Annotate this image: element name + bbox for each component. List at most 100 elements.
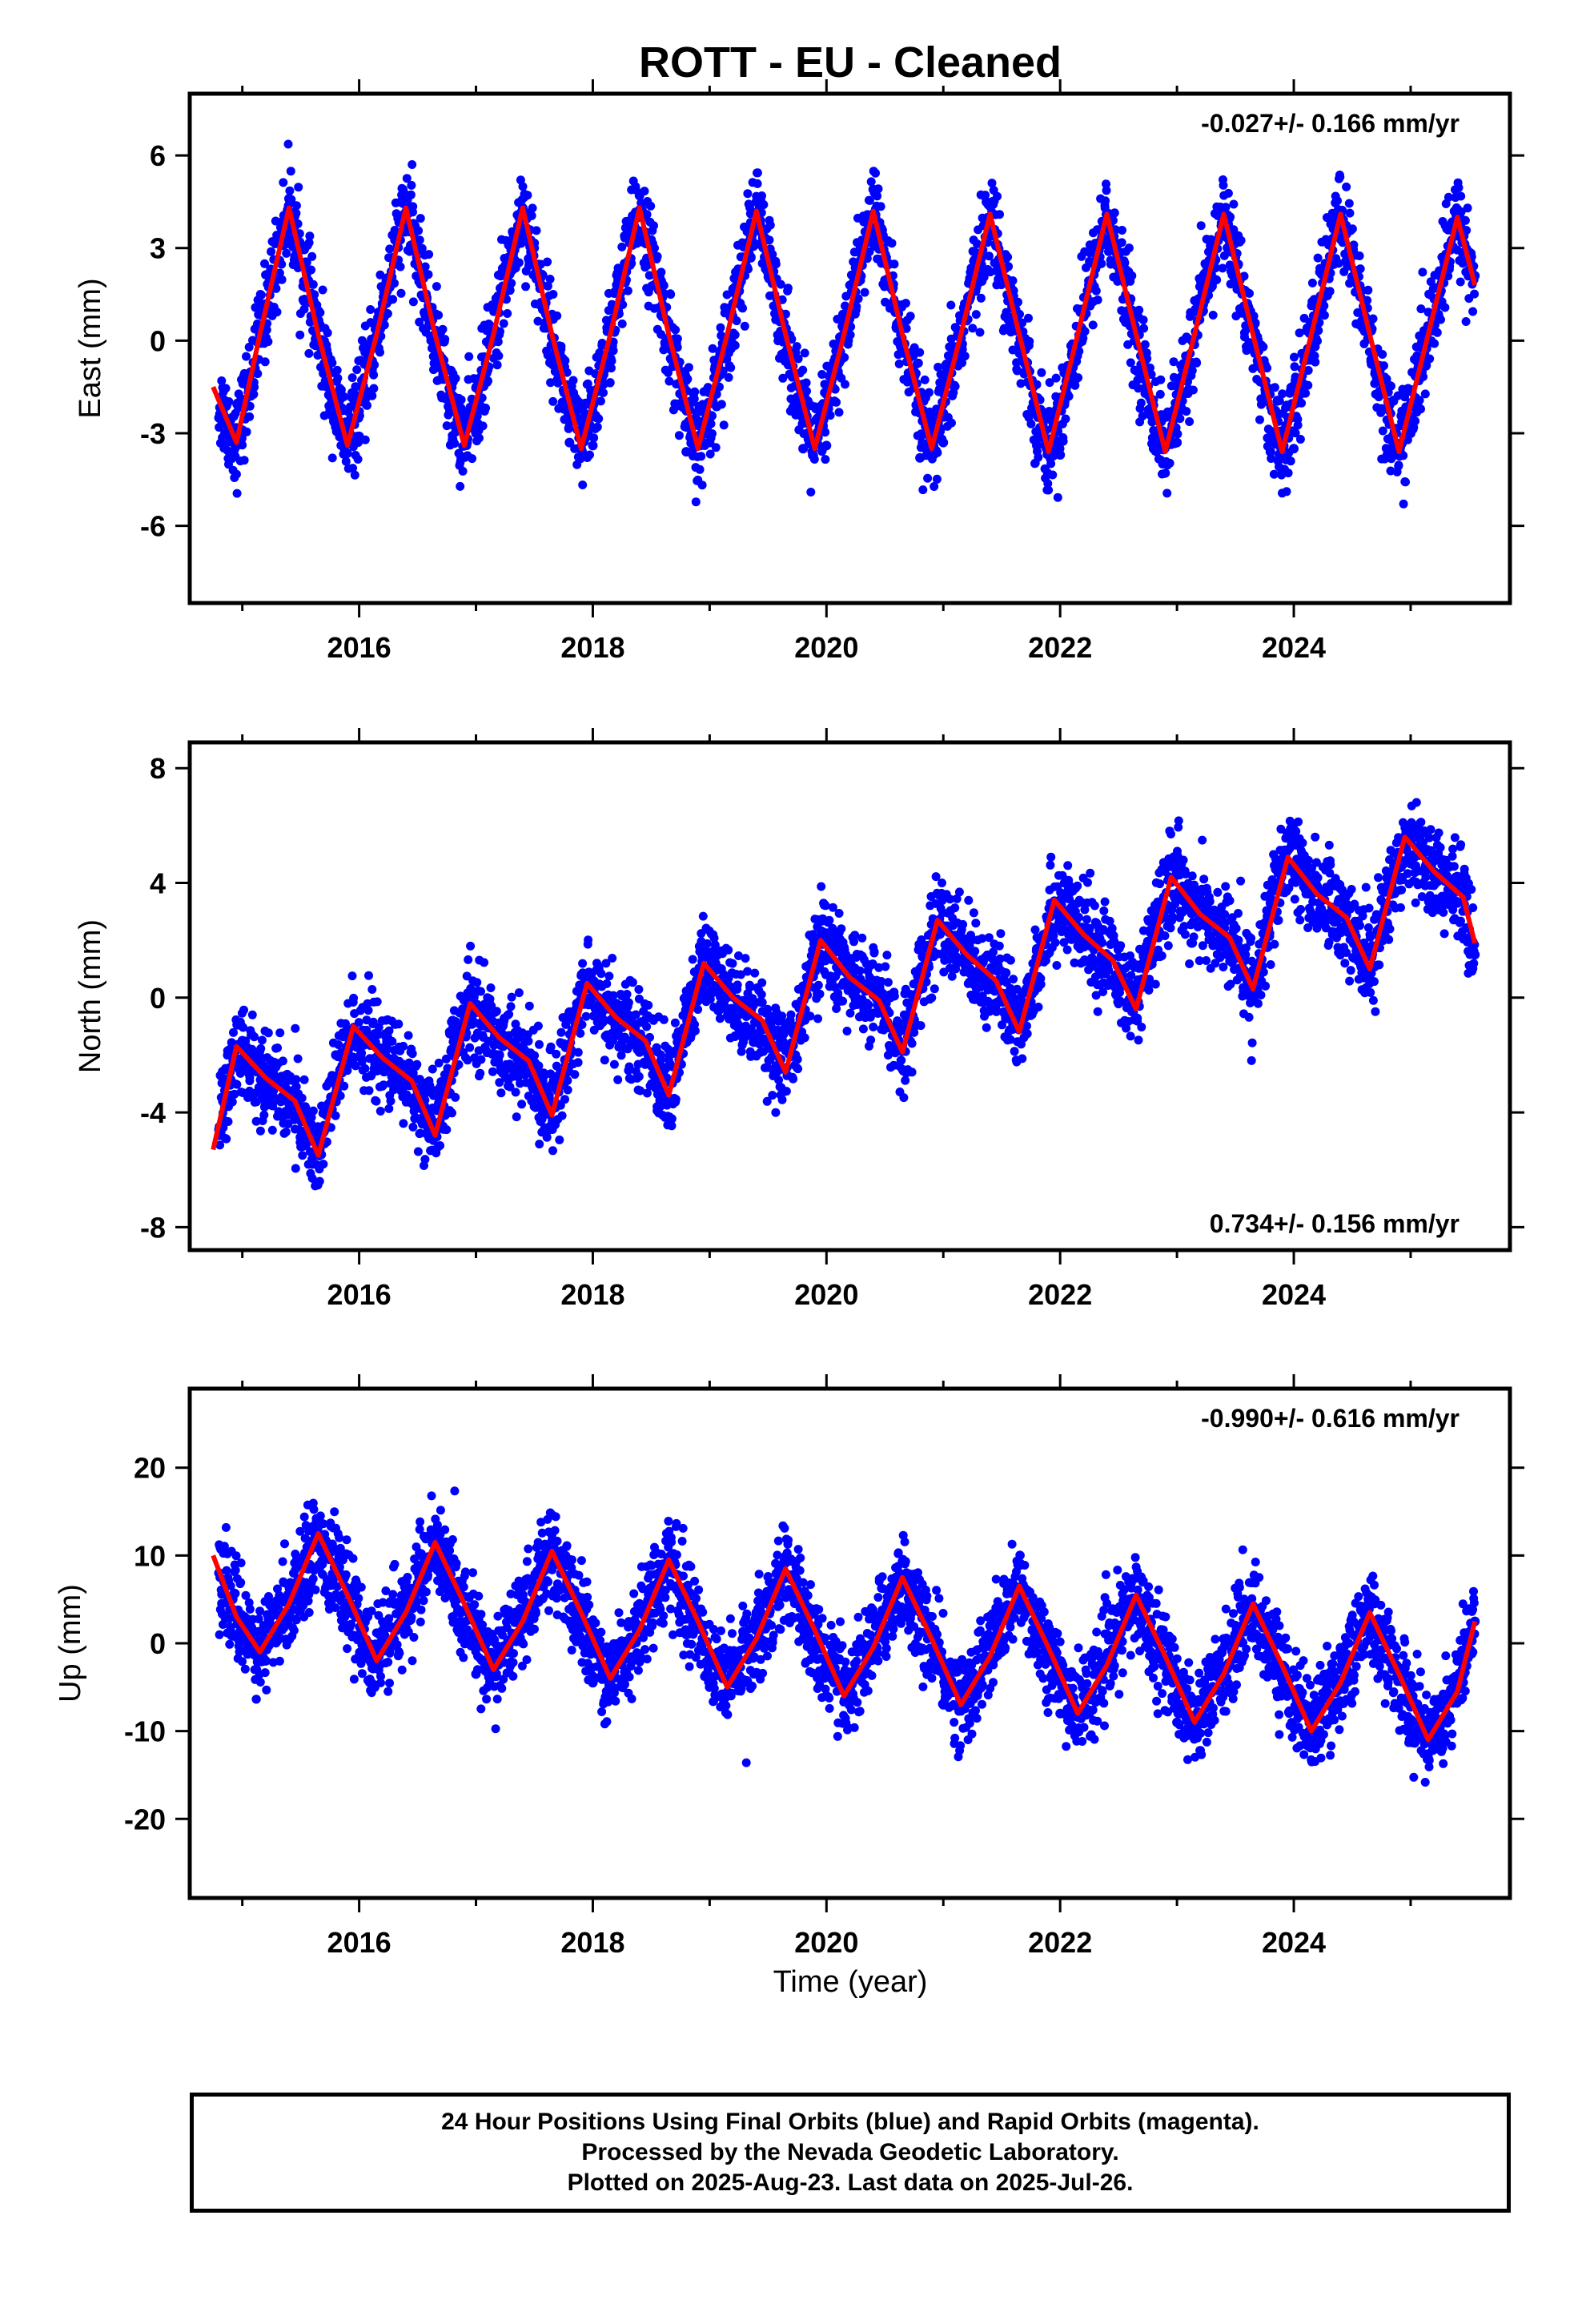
data-point [496,327,504,336]
data-point [894,359,904,368]
data-point [272,308,282,317]
data-point [291,1023,300,1033]
data-point [608,346,618,356]
data-point [366,305,375,314]
data-point [408,297,418,307]
x-tick-label: 2024 [1262,631,1326,664]
data-point [1155,389,1165,399]
y-tick-label: -6 [140,510,166,543]
data-point [622,990,632,999]
data-point [1208,311,1218,320]
data-point [938,434,947,444]
data-point [533,316,543,326]
data-point [1342,182,1351,191]
data-point [299,1075,309,1084]
data-point [363,400,371,410]
data-point [379,320,389,330]
data-point [1425,354,1435,364]
data-point [705,449,715,459]
data-point [476,987,485,996]
data-point [604,971,614,981]
data-point [1456,191,1466,201]
data-point [1386,466,1395,476]
data-point [420,1155,430,1164]
data-point [523,191,532,200]
data-point [1463,203,1472,213]
data-point [360,435,370,444]
data-point [1378,350,1387,359]
data-point [432,282,441,292]
data-point [388,295,398,304]
data-point [689,394,699,404]
data-point [375,1107,385,1116]
data-point [368,1017,378,1027]
data-point [257,1035,267,1045]
data-point [232,489,242,498]
data-point [600,1055,609,1065]
data-point [578,959,588,968]
data-point [260,357,270,367]
data-point [659,281,669,290]
data-point [564,437,575,448]
data-point [1110,208,1119,218]
data-point [485,995,495,1003]
data-point [239,456,249,465]
data-point [307,251,317,261]
y-tick-label: 6 [150,139,166,172]
data-point [841,380,849,389]
data-point [514,258,524,267]
data-point [1394,460,1403,470]
data-point [1048,470,1058,480]
data-point [278,1056,287,1066]
data-point [1251,318,1260,328]
data-point [636,1086,645,1096]
data-point [560,1095,569,1104]
data-point [239,1023,248,1032]
data-point [887,239,897,248]
data-point [335,432,344,442]
data-point [535,1039,544,1049]
x-tick-label: 2018 [560,631,624,664]
data-point [631,1010,640,1019]
data-point [260,259,269,268]
data-point [800,348,809,358]
data-point [1014,297,1022,307]
data-point [546,1042,556,1051]
data-point [517,1100,527,1109]
data-point [385,244,395,254]
data-point [488,1067,497,1076]
data-point [315,1176,324,1186]
data-point [642,1022,652,1031]
data-point [466,941,476,951]
data-point [535,1140,544,1149]
data-point [245,401,255,411]
data-point [1432,328,1442,337]
data-point [291,1082,301,1092]
data-point [456,481,465,491]
data-point [256,1043,266,1053]
x-tick-label: 2016 [327,631,391,664]
data-point [708,429,717,438]
data-point [1363,285,1373,295]
data-point [462,971,472,981]
data-point [634,985,644,994]
data-point [472,412,482,421]
data-point [1053,493,1062,502]
data-point [396,262,405,271]
data-point [415,235,424,245]
data-point [588,440,598,451]
data-point [1263,441,1272,451]
data-point [918,485,928,495]
data-point [1295,435,1305,444]
data-point [242,427,251,436]
data-point [434,311,444,320]
data-point [458,466,468,476]
data-point [1436,315,1445,324]
data-point [613,1075,623,1084]
data-point [339,392,349,401]
data-point [562,368,572,377]
data-point [860,287,869,297]
chart-title: ROTT - EU - Cleaned [639,38,1062,86]
data-point [1187,366,1197,376]
data-point [413,1147,423,1156]
